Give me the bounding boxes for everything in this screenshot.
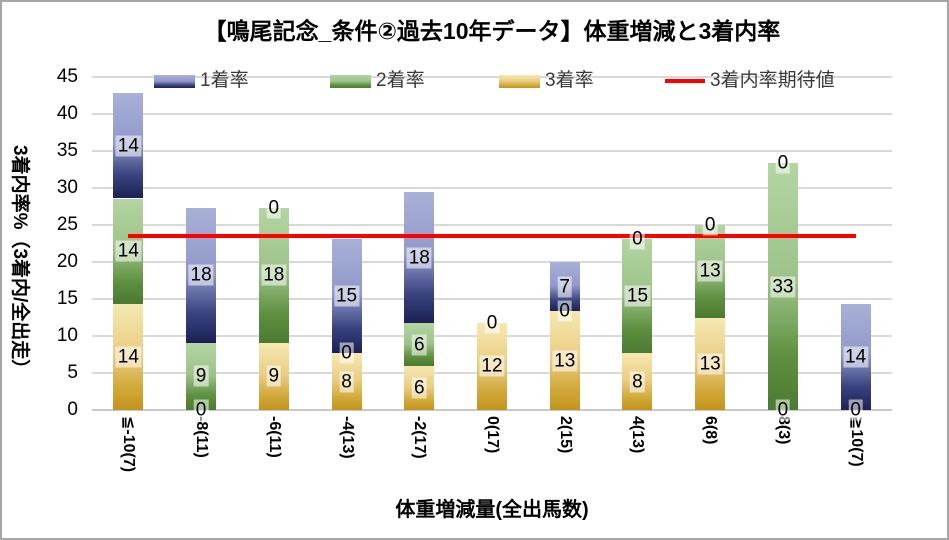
x-tick-label: 6(8) xyxy=(702,416,720,445)
data-label-2着率: 33 xyxy=(770,276,796,298)
data-label-1着率: 0 xyxy=(266,197,282,219)
chart-title: 【鳴尾記念_条件②過去10年データ】体重増減と3着内率 xyxy=(203,18,781,44)
data-label-2着率: 9 xyxy=(193,365,209,387)
data-label-3着率: 0 xyxy=(848,399,863,421)
data-label-3着率: 14 xyxy=(115,346,141,368)
gridline xyxy=(92,113,892,115)
data-label-1着率: 0 xyxy=(630,228,645,250)
data-label-3着率: 8 xyxy=(630,371,645,393)
x-tick-label: -4(13) xyxy=(338,416,356,459)
legend-swatch-3着率 xyxy=(499,74,540,88)
gridline xyxy=(92,298,892,300)
data-label-3着率: 6 xyxy=(411,377,427,399)
y-tick-label: 40 xyxy=(56,103,78,124)
data-label-1着率: 18 xyxy=(406,247,432,269)
data-label-3着率: 13 xyxy=(552,350,578,372)
legend-label: 2着率 xyxy=(376,70,425,91)
data-label-1着率: 7 xyxy=(557,276,573,298)
data-label-3着率: 13 xyxy=(697,353,723,375)
reference-line xyxy=(128,234,856,239)
x-tick-label: ≧10(7) xyxy=(847,416,865,467)
gridline xyxy=(92,261,892,263)
x-axis-title: 体重増減量(全出馬数) xyxy=(395,499,589,521)
y-tick-label: 20 xyxy=(56,251,78,272)
data-label-1着率: 0 xyxy=(775,152,791,174)
legend-label: 3着内率期待値 xyxy=(710,70,835,91)
data-label-2着率: 18 xyxy=(261,264,287,286)
legend-line-swatch xyxy=(665,79,705,83)
legend-label: 3着率 xyxy=(545,70,594,91)
data-label-2着率: 0 xyxy=(339,342,354,364)
y-tick-label: 10 xyxy=(56,325,78,346)
x-tick-label: ≦-10(7) xyxy=(120,416,138,473)
legend-item-3着率: 3着率 xyxy=(499,69,594,93)
x-tick-label: 0(17) xyxy=(484,416,501,454)
data-label-1着率: 0 xyxy=(702,214,718,236)
data-label-2着率: 6 xyxy=(411,334,427,356)
y-tick-label: 0 xyxy=(67,399,78,420)
gridline xyxy=(92,76,892,78)
y-tick-label: 15 xyxy=(56,288,78,309)
gridline xyxy=(92,150,892,152)
x-tick-label: 4(13) xyxy=(629,416,647,454)
x-tick-label: 2(15) xyxy=(556,416,574,454)
y-tick-label: 45 xyxy=(56,66,78,87)
legend-swatch-1着率 xyxy=(154,74,195,88)
data-label-3着率: 0 xyxy=(775,399,791,421)
legend-label: 1着率 xyxy=(200,70,249,91)
y-tick-label: 30 xyxy=(56,177,78,198)
data-label-1着率: 14 xyxy=(115,135,141,157)
data-label-2着率: 0 xyxy=(484,312,500,334)
data-label-3着率: 0 xyxy=(193,399,209,421)
data-label-3着率: 8 xyxy=(339,371,354,393)
x-tick-label: -6(11) xyxy=(265,416,283,458)
data-label-1着率: 18 xyxy=(188,264,214,286)
data-label-2着率: 13 xyxy=(697,260,723,282)
data-label-3着率: 9 xyxy=(266,365,282,387)
legend-item-1着率: 1着率 xyxy=(154,69,249,93)
legend-item-2着率: 2着率 xyxy=(330,69,425,93)
y-tick-label: 5 xyxy=(67,362,78,383)
data-label-1着率: 14 xyxy=(843,346,869,368)
legend-item-3着内率期待値: 3着内率期待値 xyxy=(665,69,835,93)
gridline xyxy=(92,224,892,226)
data-label-3着率: 12 xyxy=(479,355,505,377)
x-tick-label: -2(17) xyxy=(411,416,429,459)
data-label-2着率: 15 xyxy=(624,285,651,307)
y-tick-label: 35 xyxy=(56,140,78,161)
data-label-2着率: 0 xyxy=(557,300,573,322)
legend-swatch-2着率 xyxy=(330,74,371,88)
gridline xyxy=(92,187,892,189)
y-tick-label: 25 xyxy=(56,214,78,235)
data-label-1着率: 15 xyxy=(333,285,360,307)
x-axis-line xyxy=(92,409,892,411)
x-tick-label: -8(11) xyxy=(193,416,211,458)
data-label-2着率: 14 xyxy=(115,240,141,262)
